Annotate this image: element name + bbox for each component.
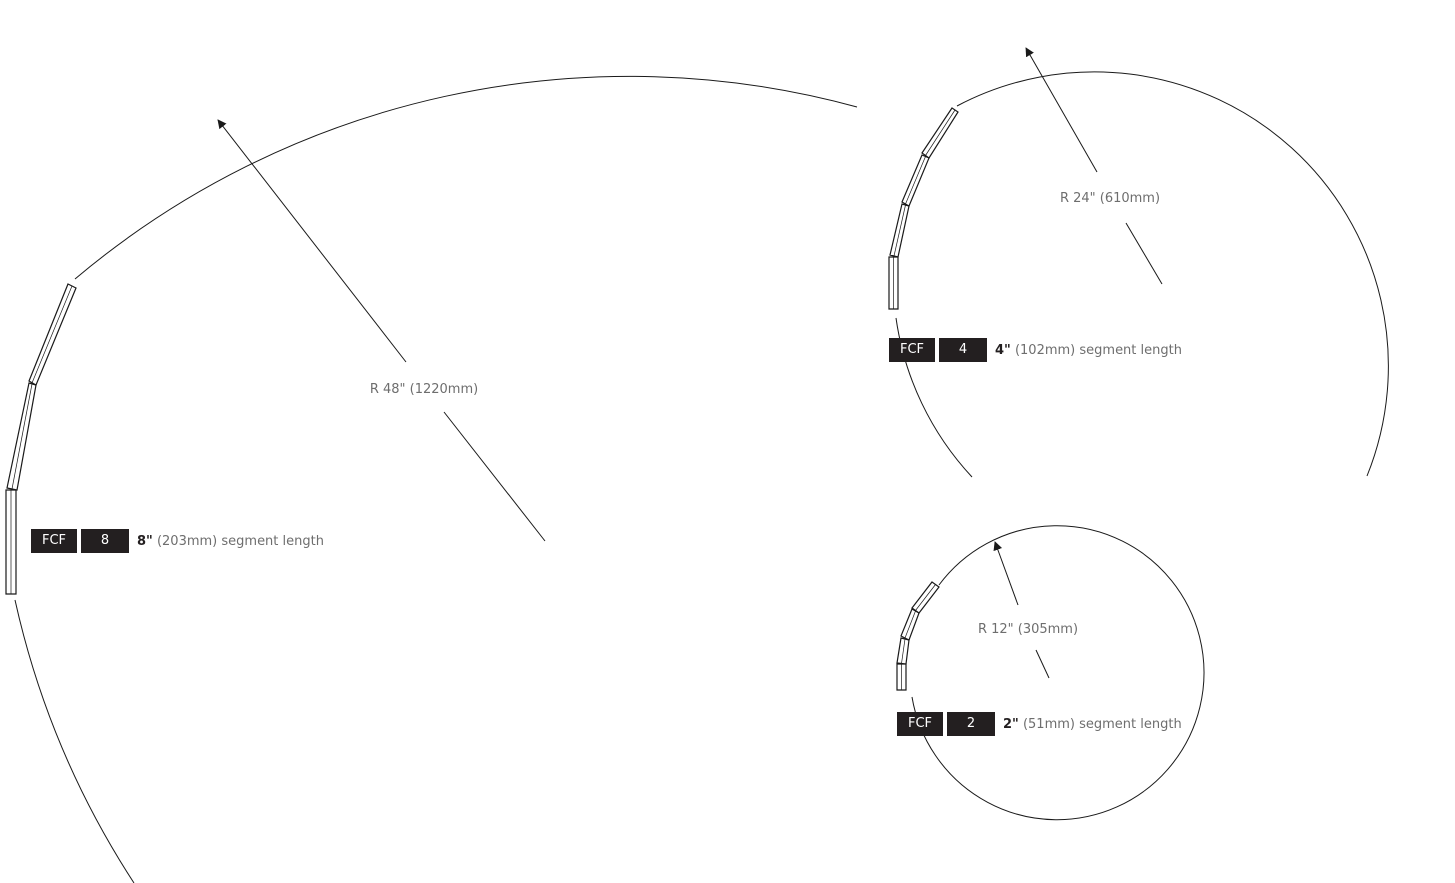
segment-chain-r48 bbox=[5, 283, 77, 595]
segment-length-inches: 2" bbox=[1003, 716, 1019, 732]
segment-length-text: 2" (51mm) segment length bbox=[1003, 717, 1182, 732]
radius-label-r12: R 12" (305mm) bbox=[978, 622, 1078, 637]
radius-label-r24: R 24" (610mm) bbox=[1060, 191, 1160, 206]
arc-r12-upper bbox=[911, 525, 1205, 821]
diagram-r24: R 24" (610mm) bbox=[888, 47, 1389, 478]
segment-length-text: 8" (203mm) segment length bbox=[137, 534, 324, 549]
segment-r24-2-inner bbox=[893, 204, 906, 257]
segment-r24-3-inner bbox=[905, 156, 926, 205]
segment-number-tag: 8 bbox=[81, 529, 129, 553]
segment-length-description: (102mm) segment length bbox=[1010, 342, 1182, 358]
diagram-r48: R 48" (1220mm) bbox=[5, 75, 858, 883]
segment-r12-3-inner bbox=[904, 610, 916, 639]
series-code-tag: FCF bbox=[897, 712, 943, 736]
series-code-tag: FCF bbox=[31, 529, 77, 553]
segment-chain-r12 bbox=[896, 581, 940, 691]
arc-r48-upper bbox=[74, 75, 858, 280]
radius-line-r24 bbox=[1125, 222, 1163, 285]
segment-chain-r24 bbox=[888, 107, 959, 310]
segment-length-text: 4" (102mm) segment length bbox=[995, 343, 1182, 358]
segment-r12-2-inner bbox=[901, 638, 906, 664]
series-code-tag: FCF bbox=[889, 338, 935, 362]
segment-number-tag: 2 bbox=[947, 712, 995, 736]
radius-line-r48 bbox=[443, 411, 546, 542]
radius-arrow-r12 bbox=[993, 541, 1019, 606]
diagram-r12: R 12" (305mm) bbox=[896, 525, 1205, 821]
radius-arrow-r24 bbox=[1025, 47, 1098, 173]
radius-label-r48: R 48" (1220mm) bbox=[370, 382, 478, 397]
segment-length-description: (51mm) segment length bbox=[1018, 716, 1182, 732]
radius-arrow-r48 bbox=[217, 119, 407, 363]
segment-label-r48: FCF 8 8" (203mm) segment length bbox=[31, 529, 324, 553]
segment-length-inches: 4" bbox=[995, 342, 1011, 358]
arc-r48-lower bbox=[14, 599, 135, 883]
segment-r48-2 bbox=[6, 382, 37, 491]
radius-line-r12 bbox=[1035, 649, 1050, 679]
segment-number-tag: 4 bbox=[939, 338, 987, 362]
segment-r12-4-inner bbox=[915, 584, 936, 611]
segment-length-inches: 8" bbox=[137, 533, 153, 549]
segment-label-r24: FCF 4 4" (102mm) segment length bbox=[889, 338, 1182, 362]
segment-r48-2-inner bbox=[11, 383, 33, 490]
segment-length-description: (203mm) segment length bbox=[152, 533, 324, 549]
segment-r24-4-inner bbox=[925, 109, 956, 156]
segment-r48-3 bbox=[28, 283, 77, 386]
arc-r24-upper bbox=[956, 71, 1389, 477]
segment-label-r12: FCF 2 2" (51mm) segment length bbox=[897, 712, 1182, 736]
segment-r48-3-inner bbox=[31, 285, 73, 384]
